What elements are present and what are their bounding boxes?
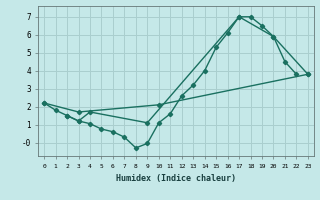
X-axis label: Humidex (Indice chaleur): Humidex (Indice chaleur) — [116, 174, 236, 183]
